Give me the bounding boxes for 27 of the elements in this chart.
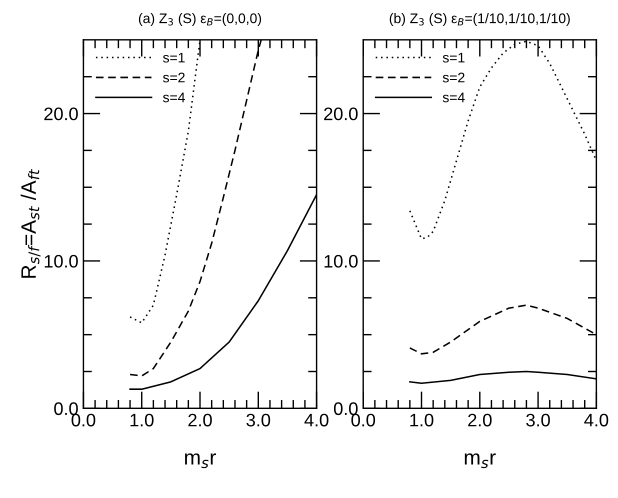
- legend-label: s=1: [442, 52, 464, 63]
- y-axis-title: R$_{s/f}$=A$_{st}$ /A$_{ft}$: [20, 168, 41, 278]
- y-tick-label: 10.0: [44, 254, 78, 268]
- x-tick-label: 4.0: [304, 414, 328, 426]
- x-tick-label: 1.0: [410, 414, 434, 426]
- y-tick-label: 20.0: [324, 107, 358, 120]
- legend-label: s=1: [162, 52, 185, 63]
- chart-title: (b) Z$_{3}$ (S) ε$_{B}$=(1/10,1/10,1/10): [390, 13, 570, 26]
- x-tick-label: 2.0: [188, 414, 212, 426]
- legend-label: s=4: [162, 92, 185, 102]
- legend-label: s=2: [162, 72, 185, 82]
- y-tick-label: 20.0: [44, 107, 78, 120]
- x-tick-label: 3.0: [246, 414, 270, 426]
- legend-label: s=2: [442, 72, 464, 82]
- x-tick-label: 3.0: [526, 414, 550, 426]
- x-tick-label: 2.0: [468, 414, 492, 426]
- legend-label: s=4: [442, 92, 465, 102]
- y-tick-label: 0.0: [334, 402, 358, 416]
- y-tick-label: 10.0: [324, 254, 358, 268]
- x-tick-label: 0.0: [72, 414, 96, 426]
- chart-title: (a) Z$_{3}$ (S) ε$_{B}$=(0,0,0): [138, 13, 262, 26]
- x-axis-title: m$_{s}$r: [185, 453, 216, 468]
- x-axis-title: m$_{s}$r: [464, 453, 496, 468]
- x-tick-label: 1.0: [130, 414, 154, 426]
- x-tick-label: 0.0: [351, 414, 376, 426]
- x-tick-label: 4.0: [584, 414, 608, 426]
- y-tick-label: 0.0: [54, 402, 78, 416]
